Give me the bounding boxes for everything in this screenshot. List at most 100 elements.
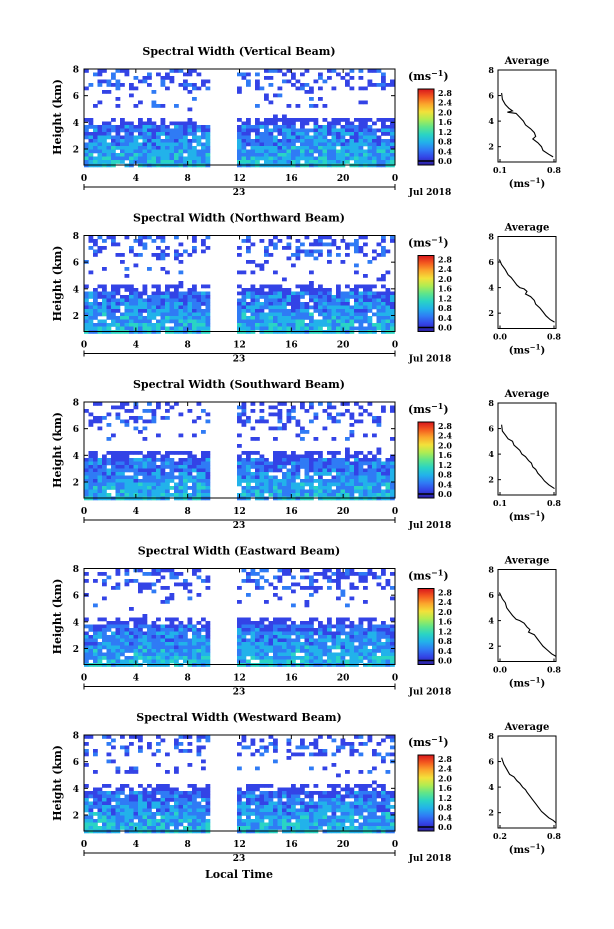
heatmap-cell bbox=[345, 437, 350, 441]
heatmap-cell bbox=[93, 489, 98, 494]
heatmap-cell bbox=[151, 323, 157, 327]
heatmap-cell bbox=[246, 642, 251, 646]
heatmap-cell bbox=[111, 822, 116, 827]
heatmap-cell bbox=[358, 461, 364, 466]
heatmap-cell bbox=[358, 405, 364, 410]
heatmap-cell bbox=[115, 291, 121, 296]
heatmap-cell bbox=[147, 305, 152, 310]
heatmap-cell bbox=[205, 298, 211, 303]
heatmap-cell bbox=[268, 805, 274, 809]
avg-y-tick-label: 6 bbox=[488, 424, 494, 434]
heatmap-cell bbox=[268, 305, 274, 310]
heatmap-cell bbox=[174, 482, 179, 487]
heatmap-cell bbox=[349, 752, 355, 757]
heatmap-cell bbox=[151, 139, 157, 143]
heatmap-cell bbox=[241, 805, 247, 809]
heatmap-cell bbox=[133, 805, 139, 809]
heatmap-cell bbox=[295, 160, 301, 164]
heatmap-cell bbox=[174, 738, 179, 743]
heatmap-cell bbox=[259, 465, 265, 469]
heatmap-cell bbox=[97, 656, 103, 660]
heatmap-cell bbox=[102, 801, 107, 806]
heatmap-cell bbox=[259, 798, 265, 802]
heatmap-cell bbox=[196, 316, 202, 320]
x-tick-label: 20 bbox=[337, 674, 350, 684]
heatmap-cell bbox=[273, 146, 278, 150]
heatmap-cell bbox=[277, 153, 283, 157]
heatmap-cell bbox=[327, 323, 332, 327]
heatmap-cell bbox=[97, 139, 103, 143]
heatmap-cell bbox=[336, 638, 341, 643]
heatmap-cell bbox=[264, 118, 269, 122]
heatmap-cell bbox=[264, 312, 269, 317]
heatmap-cell bbox=[318, 645, 323, 650]
heatmap-cell bbox=[178, 819, 184, 823]
heatmap-cell bbox=[133, 645, 139, 650]
heatmap-cell bbox=[340, 589, 346, 594]
heatmap-cell bbox=[165, 489, 170, 494]
heatmap-cell bbox=[138, 128, 143, 133]
heatmap-cell bbox=[237, 139, 242, 143]
heatmap-cell bbox=[165, 808, 170, 813]
heatmap-cell bbox=[201, 79, 206, 84]
heatmap-cell bbox=[115, 621, 121, 625]
heatmap-cell bbox=[88, 132, 94, 136]
heatmap-cell bbox=[381, 118, 386, 122]
heatmap-cell bbox=[250, 426, 256, 431]
heatmap-cell bbox=[363, 458, 368, 462]
heatmap-cell bbox=[385, 139, 391, 143]
heatmap-cell bbox=[241, 323, 247, 327]
heatmap-cell bbox=[156, 472, 161, 476]
heatmap-cell bbox=[372, 635, 377, 639]
heatmap-cell bbox=[133, 416, 139, 420]
heatmap-cell bbox=[124, 132, 130, 136]
heatmap-cell bbox=[340, 472, 346, 476]
heatmap-cell bbox=[367, 412, 373, 417]
heatmap-cell bbox=[282, 156, 287, 161]
heatmap-cell bbox=[111, 76, 116, 80]
heatmap-cell bbox=[205, 798, 211, 802]
heatmap-cell bbox=[133, 316, 139, 320]
heatmap-cell bbox=[174, 659, 179, 664]
heatmap-cell bbox=[250, 291, 256, 296]
heatmap-cell bbox=[313, 493, 319, 497]
heatmap-cell bbox=[264, 805, 269, 809]
heatmap-cell bbox=[286, 461, 292, 466]
heatmap-cell bbox=[367, 291, 373, 296]
heatmap-cell bbox=[205, 628, 211, 632]
heatmap-cell bbox=[88, 323, 94, 327]
heatmap-cell bbox=[169, 624, 175, 629]
heatmap-cell bbox=[291, 409, 296, 413]
heatmap-cell bbox=[340, 631, 346, 636]
heatmap-cell bbox=[246, 246, 251, 250]
heatmap-cell bbox=[156, 784, 161, 788]
heatmap-cell bbox=[156, 160, 161, 164]
heatmap-cell bbox=[358, 235, 364, 240]
heatmap-cell bbox=[192, 316, 197, 320]
heatmap-cell bbox=[160, 146, 166, 150]
heatmap-cell bbox=[246, 305, 251, 310]
heatmap-cell bbox=[192, 135, 197, 140]
heatmap-cell bbox=[309, 316, 314, 320]
heatmap-cell bbox=[196, 791, 202, 795]
heatmap-cell bbox=[205, 784, 211, 788]
heatmap-cell bbox=[156, 763, 161, 767]
heatmap-cell bbox=[255, 288, 260, 292]
heatmap-cell bbox=[165, 826, 170, 830]
heatmap-cell bbox=[318, 635, 323, 639]
heatmap-cell bbox=[183, 312, 188, 317]
heatmap-cell bbox=[169, 149, 175, 154]
heatmap-cell bbox=[205, 458, 211, 462]
heatmap-cell bbox=[277, 302, 283, 306]
y-tick-label: 8 bbox=[73, 565, 79, 575]
heatmap-cell bbox=[102, 312, 107, 317]
heatmap-cell bbox=[291, 603, 296, 608]
heatmap-cell bbox=[246, 798, 251, 802]
heatmap-cell bbox=[354, 586, 359, 590]
heatmap-cell bbox=[277, 493, 283, 497]
heatmap-cell bbox=[304, 90, 310, 94]
heatmap-cell bbox=[376, 475, 382, 480]
heatmap-cell bbox=[133, 798, 139, 802]
heatmap-cell bbox=[381, 482, 386, 487]
heatmap-cell bbox=[97, 808, 103, 813]
